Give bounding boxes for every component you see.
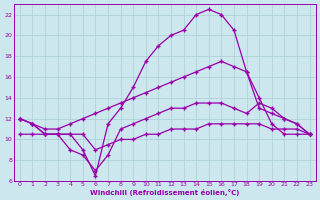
X-axis label: Windchill (Refroidissement éolien,°C): Windchill (Refroidissement éolien,°C)	[90, 189, 239, 196]
